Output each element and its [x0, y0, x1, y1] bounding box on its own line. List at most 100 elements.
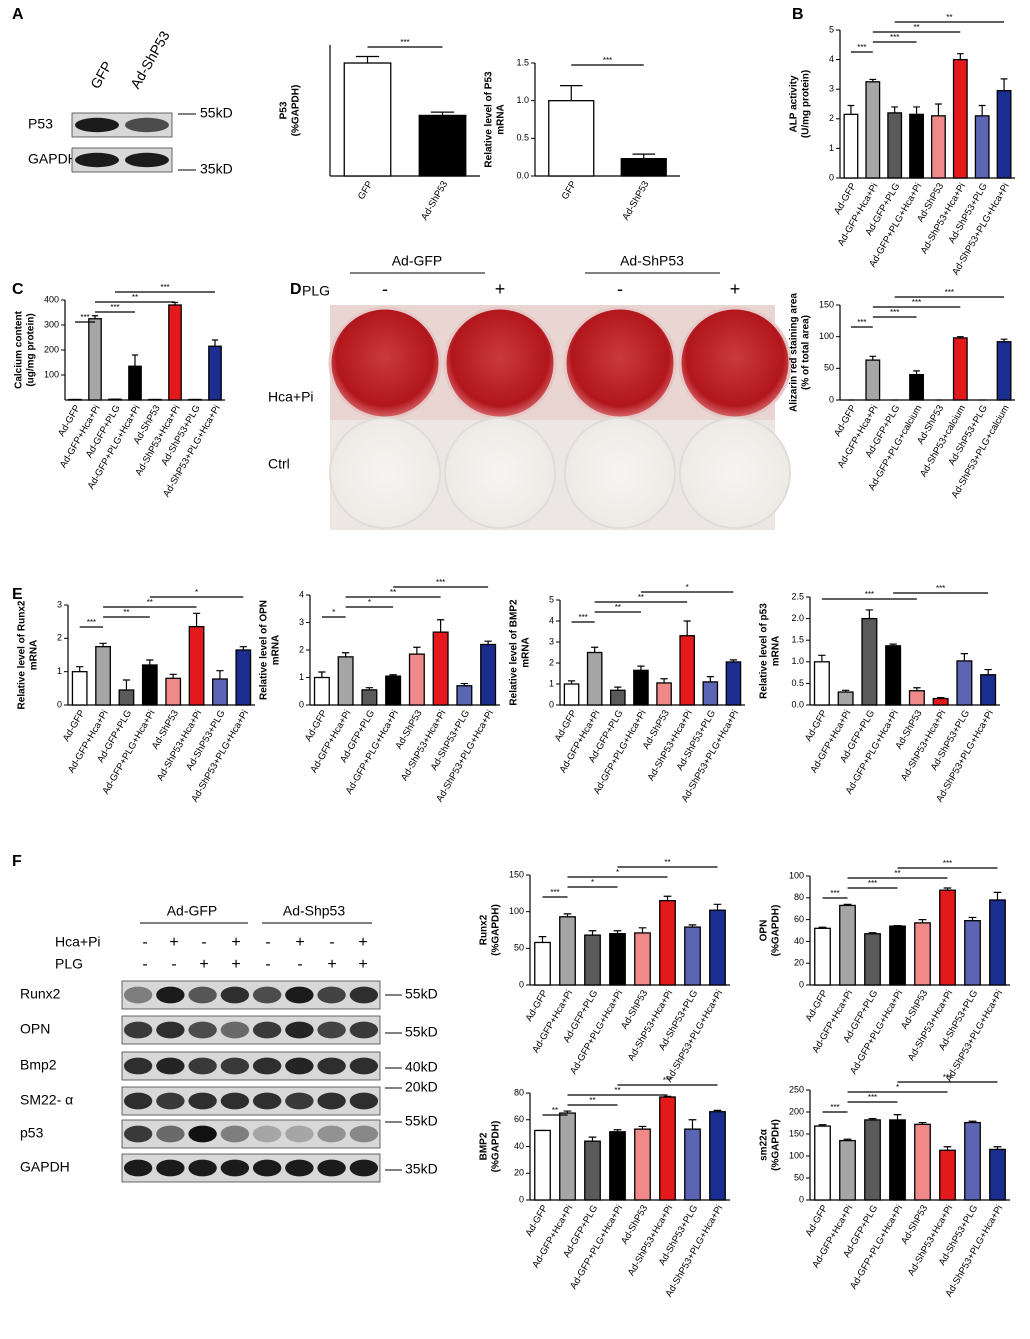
- y-tick-label: 400: [44, 294, 59, 304]
- bar: [952, 337, 968, 401]
- blot-f-band: [285, 1092, 314, 1110]
- row-label: p53: [20, 1125, 44, 1141]
- bar: [702, 681, 719, 706]
- bar: [887, 112, 903, 179]
- significance-label: **: [664, 858, 670, 867]
- significance-label: **: [913, 23, 919, 32]
- x-tick-label: GFP: [560, 179, 579, 201]
- bar: [939, 889, 956, 986]
- blot-f-band: [285, 1057, 314, 1075]
- y-tick-label: 2: [299, 644, 304, 654]
- y-tick-label: 150: [789, 1128, 804, 1138]
- panel-label: D: [290, 281, 302, 298]
- y-tick-label: 1.5: [516, 57, 529, 67]
- bar: [889, 925, 906, 986]
- control-well: [444, 417, 556, 529]
- y-tick-label: 1.5: [791, 635, 804, 645]
- significance-label: *: [616, 868, 619, 877]
- bar: [956, 660, 973, 706]
- panel-label: B: [792, 6, 804, 23]
- significance-label: ***: [830, 1103, 839, 1112]
- y-tick-label: 50: [514, 943, 524, 953]
- blot-f-band: [252, 1092, 282, 1110]
- blot-f-band: [252, 1159, 282, 1177]
- significance-label: *: [332, 608, 335, 617]
- error-bar: [818, 654, 826, 662]
- bar: [141, 664, 158, 706]
- group-label: Ad-ShP53: [620, 253, 684, 269]
- blot-f-band: [349, 1057, 379, 1075]
- error-bar: [683, 620, 691, 636]
- error-bar: [660, 678, 668, 683]
- blot-f-band: [188, 1021, 217, 1039]
- sign: -: [382, 279, 388, 299]
- bar: [909, 113, 924, 179]
- bar: [95, 646, 111, 706]
- bar: [586, 651, 603, 706]
- error-bar: [713, 1109, 722, 1112]
- bar: [188, 626, 205, 706]
- blot-f-band: [123, 1159, 153, 1177]
- significance-label: *: [686, 583, 689, 592]
- bar: [865, 359, 881, 401]
- significance-label: **: [390, 588, 396, 597]
- blot-a-band: [125, 117, 169, 133]
- sign: -: [265, 934, 270, 951]
- y-axis-label: mRNA: [271, 635, 282, 666]
- panel-label: A: [12, 6, 24, 23]
- error-bar: [913, 106, 920, 115]
- y-axis-label: P53: [279, 101, 290, 119]
- y-axis-label: mRNA: [496, 104, 507, 135]
- y-axis-label: Relative level of Runx2: [17, 600, 28, 709]
- sign: +: [231, 934, 240, 951]
- significance-label: ***: [160, 283, 169, 292]
- marker-label: 40kD: [405, 1059, 438, 1075]
- y-tick-label: 4: [299, 589, 304, 599]
- error-bar: [843, 1138, 852, 1141]
- significance-label: **: [147, 598, 153, 607]
- blot-f-band: [156, 1125, 185, 1143]
- blot-f-band: [123, 1057, 153, 1075]
- significance-label: ***: [912, 298, 921, 307]
- blot-f-band: [285, 1159, 314, 1177]
- significance-label: **: [123, 608, 129, 617]
- error-bar: [893, 1114, 902, 1120]
- bar: [659, 1096, 676, 1201]
- group-label: Ad-GFP: [392, 253, 443, 269]
- significance-label: ***: [80, 313, 89, 322]
- significance-label: **: [946, 13, 952, 22]
- y-tick-label: 0: [549, 699, 554, 709]
- y-axis-label: (% of total area): [801, 315, 812, 390]
- treatment-label: PLG: [302, 283, 330, 299]
- y-tick-label: 200: [44, 344, 59, 354]
- y-tick-label: 0: [57, 699, 62, 709]
- error-bar: [318, 671, 326, 678]
- blot-f-band: [188, 986, 217, 1004]
- y-tick-label: 5: [829, 24, 834, 34]
- blot-f-band: [156, 986, 185, 1004]
- group-label: Ad-Shp53: [283, 903, 345, 919]
- error-bar: [591, 646, 599, 653]
- sign: +: [199, 956, 208, 973]
- significance-label: *: [591, 878, 594, 887]
- blot-f-band: [156, 1021, 185, 1039]
- blot-f-band: [123, 986, 153, 1004]
- significance-label: ***: [890, 33, 899, 42]
- y-tick-label: 20: [514, 1168, 524, 1178]
- error-bar: [913, 370, 920, 375]
- significance-label: ***: [943, 859, 952, 868]
- error-bar: [978, 104, 986, 116]
- significance-label: **: [589, 1096, 595, 1105]
- sign: +: [730, 279, 741, 299]
- y-tick-label: 0.5: [791, 678, 804, 688]
- bar: [208, 345, 222, 401]
- blot-a-band: [125, 152, 169, 168]
- sign: +: [169, 934, 178, 951]
- significance-label: ***: [936, 584, 945, 593]
- bar: [212, 678, 228, 706]
- blot-f-band: [349, 1092, 379, 1110]
- sign: -: [142, 934, 147, 951]
- bar: [931, 115, 946, 179]
- error-bar: [131, 354, 139, 367]
- y-tick-label: 80: [794, 892, 804, 902]
